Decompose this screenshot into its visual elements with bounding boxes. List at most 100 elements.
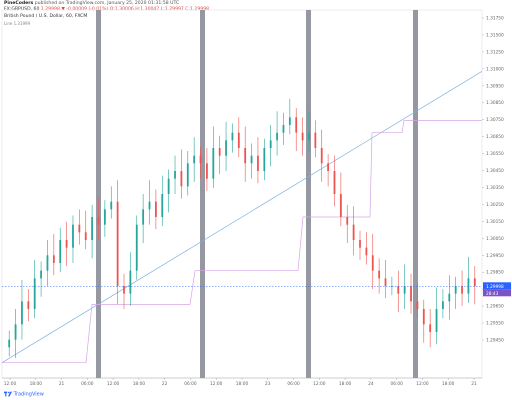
- chart-header: PineCoders published on TradingView.com,…: [0, 0, 512, 26]
- time-tick-label: 06:00: [184, 381, 197, 387]
- price-tick-label: 1.30950: [486, 83, 504, 89]
- candle: [473, 278, 476, 286]
- time-tick-label: 12:00: [313, 381, 326, 387]
- candle: [422, 309, 425, 325]
- time-tick-label: 12:00: [416, 381, 429, 387]
- candle: [276, 132, 278, 141]
- symbol-label[interactable]: FX:GBPUSD, 60: [4, 7, 40, 12]
- candle: [435, 309, 438, 332]
- candle: [72, 224, 74, 248]
- candle: [193, 155, 196, 164]
- publisher-name[interactable]: PineCoders: [4, 1, 34, 6]
- time-tick-label: 18:00: [133, 381, 146, 387]
- candle: [78, 224, 81, 233]
- candle: [142, 209, 145, 225]
- ohlc-values: 1.29998 ▼ -0.00009 (-0.01%) O:1.30006 H:…: [40, 7, 210, 12]
- candle: [416, 301, 419, 309]
- candle: [282, 125, 285, 133]
- price-tick-label: 1.29550: [486, 321, 504, 327]
- candle: [116, 201, 119, 286]
- price-tick-label: 1.31500: [486, 32, 504, 38]
- candle: [97, 217, 100, 225]
- price-tick-label: 1.29450: [486, 338, 504, 344]
- candle: [429, 324, 432, 332]
- candle: [174, 171, 176, 179]
- price-tick-label: 1.31000: [486, 66, 504, 72]
- candle: [250, 155, 253, 164]
- current-price-label: 1.29998: [486, 284, 504, 290]
- candle: [359, 240, 361, 248]
- candle: [371, 255, 374, 271]
- price-tick-label: 1.30250: [486, 202, 504, 208]
- countdown-label: 28:43: [486, 291, 499, 297]
- time-tick-label: 12:00: [4, 381, 17, 387]
- price-tick-label: 1.30550: [486, 151, 504, 157]
- candle: [91, 217, 94, 240]
- candle: [186, 163, 189, 187]
- candle: [397, 286, 400, 294]
- candle: [244, 148, 247, 164]
- candle: [352, 224, 355, 240]
- candle: [384, 278, 387, 286]
- candle: [403, 286, 406, 294]
- candle: [180, 171, 183, 187]
- time-tick-label: 12:00: [210, 381, 223, 387]
- time-tick-label: 06:00: [81, 381, 94, 387]
- candle: [320, 148, 323, 164]
- candle: [263, 148, 266, 171]
- time-tick-label: 21: [471, 381, 477, 387]
- time-tick-label: 06:00: [390, 381, 403, 387]
- candle: [390, 286, 393, 287]
- candle: [103, 209, 106, 225]
- price-tick-label: 1.30850: [486, 100, 504, 106]
- candle: [467, 278, 470, 294]
- session-band: [96, 10, 101, 378]
- candle: [161, 194, 164, 217]
- candle: [65, 240, 68, 248]
- candle: [314, 132, 317, 148]
- session-band: [306, 10, 311, 378]
- time-tick-label: 12:00: [107, 381, 120, 387]
- candle: [257, 155, 259, 171]
- plot-frame: [1, 9, 483, 379]
- candle: [84, 232, 87, 240]
- candle: [110, 201, 113, 210]
- time-tick-label: 21: [59, 381, 65, 387]
- candle: [52, 255, 55, 263]
- price-chart[interactable]: 1.31750 1.31500 1.31250 1.31000 1.30950 1.308…: [0, 0, 512, 390]
- candle: [218, 148, 221, 156]
- published-text: published on TradingView.com, January 25…: [34, 1, 180, 6]
- price-tick-label: 1.30750: [486, 117, 504, 123]
- candle: [288, 117, 291, 125]
- indicator-label[interactable]: Line 1.31999: [4, 21, 31, 26]
- candle: [454, 286, 457, 294]
- price-tick-label: 1.30350: [486, 185, 504, 191]
- footer: TradingView: [4, 391, 44, 398]
- chart-title: British Pound / U.S. Dollar, 60, FXCM: [4, 14, 88, 19]
- candle: [308, 132, 310, 141]
- candle: [148, 201, 151, 210]
- candle: [346, 217, 349, 225]
- publish-info: PineCoders published on TradingView.com,…: [4, 1, 179, 6]
- price-tick-label: 1.29650: [486, 304, 504, 310]
- candle: [212, 148, 215, 179]
- time-tick-label: 06:00: [287, 381, 300, 387]
- candle: [8, 339, 11, 348]
- candle: [442, 301, 444, 309]
- candle: [59, 240, 62, 263]
- footer-brand[interactable]: TradingView: [13, 391, 44, 398]
- countdown-badge: [483, 289, 511, 297]
- price-tick-label: 1.29950: [486, 253, 504, 259]
- candle: [27, 301, 30, 309]
- session-band: [200, 10, 205, 378]
- symbol-row: FX:GBPUSD, 60 1.29998 ▼ -0.00009 (-0.01%…: [4, 7, 209, 12]
- candle: [21, 301, 23, 325]
- price-tick-label: 1.29850: [486, 270, 504, 276]
- current-price-badge: [483, 282, 511, 290]
- step-line: [2, 120, 482, 364]
- candle: [33, 278, 36, 309]
- candle: [295, 117, 298, 133]
- candle: [199, 155, 202, 164]
- candle: [129, 270, 132, 294]
- time-tick-label: 18:00: [442, 381, 455, 387]
